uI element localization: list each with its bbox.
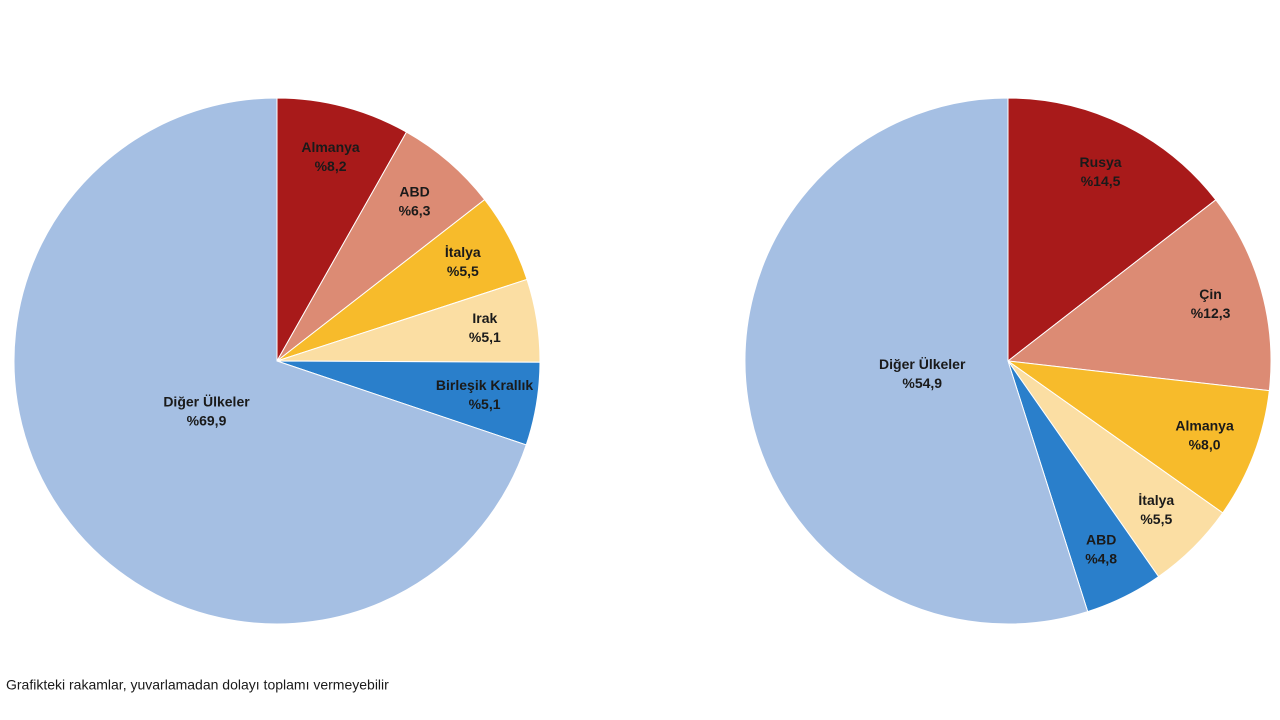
- slice-label: Çin: [1199, 286, 1222, 302]
- slice-value: %6,3: [399, 202, 431, 218]
- slice-label: Rusya: [1080, 154, 1122, 170]
- pie-slice: [1007, 360, 1270, 514]
- slice-value: %14,5: [1081, 173, 1121, 189]
- pie-slice: [13, 97, 527, 625]
- slice-value: %5,1: [469, 396, 501, 412]
- slice-value: %12,3: [1191, 305, 1231, 321]
- slice-label: Diğer Ülkeler: [163, 393, 250, 409]
- slice-value: %4,8: [1085, 550, 1117, 566]
- slice-value: %5,5: [1140, 511, 1172, 527]
- slice-value: %5,5: [447, 263, 479, 279]
- slice-label: Almanya: [1175, 418, 1234, 434]
- slice-value: %69,9: [187, 412, 227, 428]
- slice-label: Irak: [472, 310, 497, 326]
- slice-value: %8,2: [315, 158, 347, 174]
- footnote: Grafikteki rakamlar, yuvarlamadan dolayı…: [6, 677, 389, 693]
- slice-label: ABD: [1086, 531, 1116, 547]
- slice-label: İtalya: [1138, 492, 1174, 508]
- pie-slice: [744, 97, 1089, 625]
- slice-label: ABD: [399, 183, 429, 199]
- slice-label: Diğer Ülkeler: [879, 356, 966, 372]
- slice-value: %8,0: [1189, 437, 1221, 453]
- pie-slice: [276, 97, 408, 363]
- slice-value: %5,1: [469, 329, 501, 345]
- pie-slice: [1006, 199, 1272, 392]
- slice-label: Almanya: [301, 139, 360, 155]
- pie-slice: [1007, 97, 1217, 363]
- slice-value: %54,9: [902, 375, 942, 391]
- slice-label: Birleşik Krallık: [436, 377, 533, 393]
- slice-label: İtalya: [445, 244, 481, 260]
